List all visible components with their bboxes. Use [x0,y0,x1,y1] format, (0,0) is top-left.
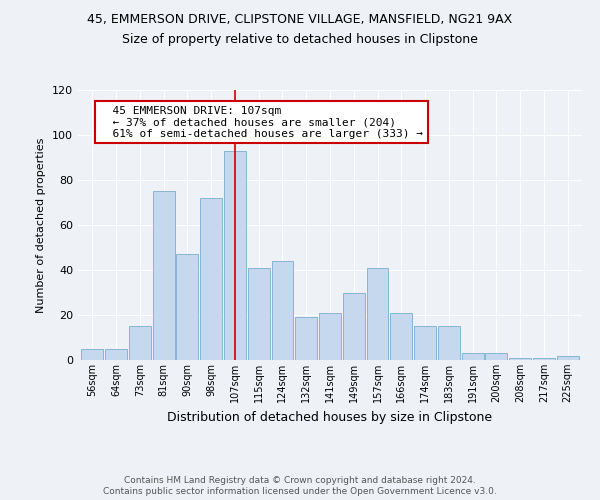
Bar [272,261,293,360]
Bar [414,326,436,360]
Bar [319,313,341,360]
Bar [391,313,412,360]
Y-axis label: Number of detached properties: Number of detached properties [37,138,46,312]
Bar [176,254,198,360]
Bar [509,358,531,360]
Bar [485,353,508,360]
Bar [533,358,555,360]
Bar [82,349,103,360]
Text: Size of property relative to detached houses in Clipstone: Size of property relative to detached ho… [122,32,478,46]
Bar [200,198,222,360]
Bar [224,151,246,360]
Bar [367,268,388,360]
Text: 45 EMMERSON DRIVE: 107sqm
  ← 37% of detached houses are smaller (204)
  61% of : 45 EMMERSON DRIVE: 107sqm ← 37% of detac… [100,106,424,139]
Bar [105,349,127,360]
Bar [343,292,365,360]
X-axis label: Distribution of detached houses by size in Clipstone: Distribution of detached houses by size … [167,410,493,424]
Bar [438,326,460,360]
Bar [557,356,578,360]
Bar [462,353,484,360]
Bar [152,191,175,360]
Bar [129,326,151,360]
Bar [295,318,317,360]
Text: Contains public sector information licensed under the Open Government Licence v3: Contains public sector information licen… [103,488,497,496]
Bar [248,268,269,360]
Text: 45, EMMERSON DRIVE, CLIPSTONE VILLAGE, MANSFIELD, NG21 9AX: 45, EMMERSON DRIVE, CLIPSTONE VILLAGE, M… [88,12,512,26]
Text: Contains HM Land Registry data © Crown copyright and database right 2024.: Contains HM Land Registry data © Crown c… [124,476,476,485]
